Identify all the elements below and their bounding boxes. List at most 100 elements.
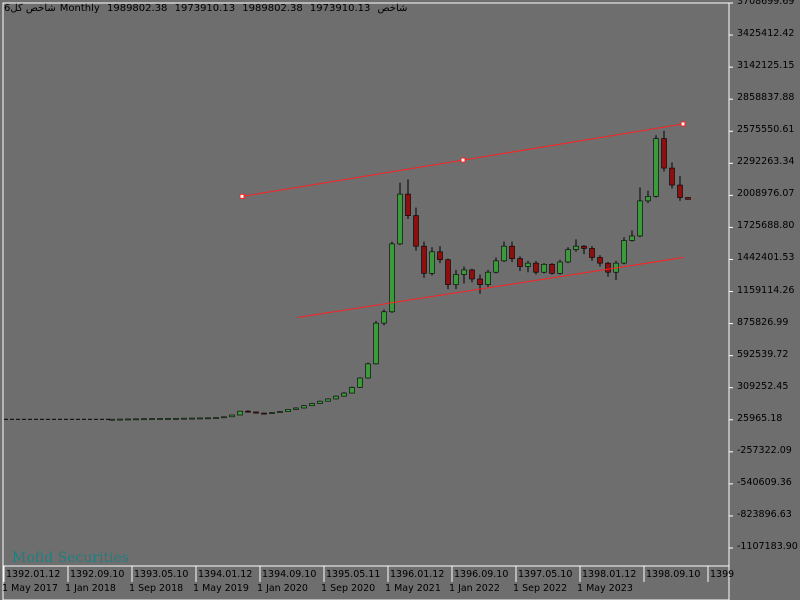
candle-body	[589, 248, 595, 258]
time-label-bottom: 1 Sep 2022	[513, 583, 568, 594]
time-label-bottom: 1 May 2017	[2, 583, 58, 594]
candle-body	[621, 240, 627, 264]
time-label-bottom: 1 Sep 2018	[129, 583, 184, 594]
price-label: 2008976.07	[737, 188, 795, 200]
candle-body	[117, 418, 123, 421]
ohlc-open: 1989802.38	[106, 3, 168, 14]
price-label: 875826.99	[737, 316, 789, 328]
price-label: 25965.18	[737, 412, 783, 424]
price-label: 592539.72	[737, 348, 789, 360]
time-label-top: 1392.09.10	[70, 569, 125, 580]
chart-frame	[2, 2, 730, 567]
candle-body	[341, 392, 347, 397]
candle-body	[245, 410, 251, 413]
candle-body	[413, 215, 419, 247]
candle-body	[661, 138, 667, 169]
time-label-bottom: 1 Jan 2022	[449, 583, 500, 594]
candle-body	[349, 387, 355, 394]
price-label: -540609.36	[737, 476, 792, 488]
candle-body	[653, 138, 659, 197]
candle-body	[677, 184, 683, 198]
time-label-top: 1398.01.12	[582, 569, 637, 580]
candle-body	[277, 411, 283, 413]
price-axis-ticks	[729, 2, 733, 549]
price-label: 2575550.61	[737, 124, 795, 136]
candle-body	[133, 418, 139, 421]
candle-body	[397, 193, 403, 245]
channel-handle[interactable]	[239, 193, 245, 199]
time-label-bottom: 1 May 2021	[385, 583, 441, 594]
candle-body	[565, 249, 571, 263]
candle-body	[317, 400, 323, 404]
candle-body	[213, 417, 219, 419]
candle-body	[309, 403, 315, 407]
candle-body	[557, 261, 563, 274]
candle-body	[469, 269, 475, 280]
candle-body	[533, 262, 539, 273]
candle-body	[141, 418, 147, 421]
candle-body	[581, 245, 587, 249]
price-label: 1725688.80	[737, 220, 795, 232]
candle-body	[605, 262, 611, 273]
candle-body	[645, 196, 651, 202]
candle-body	[501, 245, 507, 262]
candle-body	[357, 377, 363, 388]
candle-body	[205, 417, 211, 420]
candle-body	[629, 235, 635, 241]
candle-body	[181, 417, 187, 420]
candle-body	[301, 405, 307, 409]
time-label-bottom: 1 Jan 2020	[257, 583, 308, 594]
channel-lower-line[interactable]	[296, 256, 684, 318]
price-label: 2858837.88	[737, 92, 795, 104]
ohlc-high: 1989802.38	[242, 3, 303, 14]
candle-body	[541, 263, 547, 273]
channel-handle[interactable]	[680, 121, 686, 127]
ohlc-low: 1973910.13	[174, 3, 236, 14]
time-label-top: 1398.09.10	[646, 569, 701, 580]
price-label: -823896.63	[737, 508, 792, 520]
timeframe: Monthly	[59, 3, 100, 14]
candle-body	[485, 271, 491, 285]
candle-body	[597, 257, 603, 264]
candle-body	[525, 262, 531, 267]
time-label-bottom: 1 May 2019	[193, 583, 249, 594]
symbol-name: شاخص کل6	[4, 3, 56, 14]
candle-body	[237, 410, 243, 416]
time-label-top: 1395.05.11	[326, 569, 381, 580]
time-label-bottom: 1 Jan 2018	[65, 583, 116, 594]
candle-body	[461, 269, 467, 275]
ohlc-close: 1973910.13	[309, 3, 371, 14]
candle-body	[685, 197, 691, 200]
time-label-top: 1397.05.10	[518, 569, 573, 580]
candle-body	[109, 418, 115, 421]
price-label: 1159114.26	[737, 284, 795, 296]
time-label-top: 1396.09.10	[454, 569, 509, 580]
price-label: 3142125.15	[737, 60, 795, 72]
time-label-top: 1393.05.10	[134, 569, 189, 580]
candle-body	[221, 416, 227, 419]
candles-layer	[4, 130, 691, 421]
channel-handle[interactable]	[460, 157, 466, 163]
axis-frame	[2, 565, 730, 600]
channel-layer[interactable]	[239, 121, 686, 318]
time-label-bottom: 1 May 2023	[577, 583, 633, 594]
time-label-top: 1394.09.10	[262, 569, 317, 580]
candle-body	[445, 259, 451, 285]
candle-body	[157, 418, 163, 420]
time-label-top: 1399	[710, 569, 735, 580]
candle-body	[269, 412, 275, 414]
candle-body	[125, 418, 131, 421]
candle-body	[365, 363, 371, 379]
candle-body	[669, 167, 675, 186]
price-label: 3425412.42	[737, 28, 795, 40]
price-label: -1107183.90	[737, 541, 798, 552]
symbol-description: شاخص	[377, 3, 408, 14]
candle-body	[325, 398, 331, 402]
candle-body	[229, 414, 235, 418]
candle-body	[189, 417, 195, 420]
candle-body	[509, 245, 515, 259]
candle-body	[373, 322, 379, 365]
candle-body	[477, 278, 483, 285]
time-label-top: 1394.01.12	[198, 569, 253, 580]
